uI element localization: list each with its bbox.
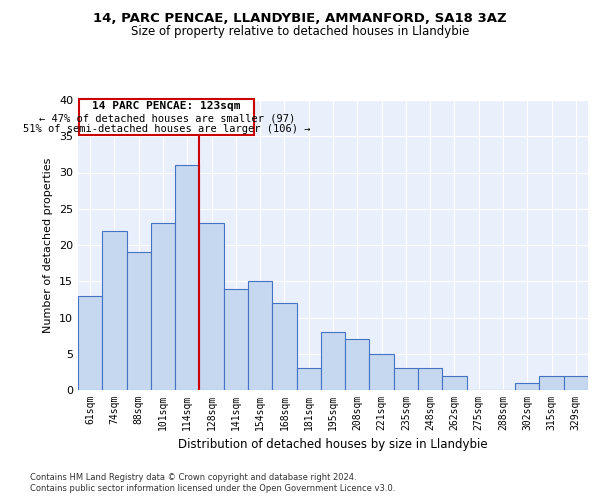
Bar	[296, 368, 321, 390]
Bar	[78, 296, 102, 390]
Bar	[345, 339, 370, 390]
Bar	[224, 288, 248, 390]
FancyBboxPatch shape	[79, 98, 254, 135]
Bar	[515, 383, 539, 390]
Bar	[370, 354, 394, 390]
Bar	[564, 376, 588, 390]
Bar	[418, 368, 442, 390]
Text: Contains HM Land Registry data © Crown copyright and database right 2024.: Contains HM Land Registry data © Crown c…	[30, 472, 356, 482]
Bar	[175, 165, 199, 390]
Text: 14 PARC PENCAE: 123sqm: 14 PARC PENCAE: 123sqm	[92, 102, 241, 112]
Bar	[248, 281, 272, 390]
Bar	[394, 368, 418, 390]
Bar	[442, 376, 467, 390]
Bar	[539, 376, 564, 390]
X-axis label: Distribution of detached houses by size in Llandybie: Distribution of detached houses by size …	[178, 438, 488, 452]
Text: 14, PARC PENCAE, LLANDYBIE, AMMANFORD, SA18 3AZ: 14, PARC PENCAE, LLANDYBIE, AMMANFORD, S…	[93, 12, 507, 26]
Bar	[102, 230, 127, 390]
Bar	[127, 252, 151, 390]
Bar	[321, 332, 345, 390]
Bar	[151, 223, 175, 390]
Text: Contains public sector information licensed under the Open Government Licence v3: Contains public sector information licen…	[30, 484, 395, 493]
Text: Size of property relative to detached houses in Llandybie: Size of property relative to detached ho…	[131, 25, 469, 38]
Text: 51% of semi-detached houses are larger (106) →: 51% of semi-detached houses are larger (…	[23, 124, 310, 134]
Y-axis label: Number of detached properties: Number of detached properties	[43, 158, 53, 332]
Text: ← 47% of detached houses are smaller (97): ← 47% of detached houses are smaller (97…	[38, 113, 295, 123]
Bar	[272, 303, 296, 390]
Bar	[199, 223, 224, 390]
